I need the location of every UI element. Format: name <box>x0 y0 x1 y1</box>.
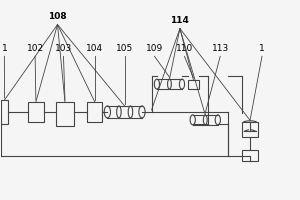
Text: 105: 105 <box>116 44 133 53</box>
Bar <box>242 150 258 161</box>
Text: 1: 1 <box>2 44 7 53</box>
Text: 102: 102 <box>26 44 44 53</box>
Text: 1: 1 <box>259 44 265 53</box>
Text: 109: 109 <box>146 44 163 53</box>
Bar <box>56 102 74 126</box>
Bar <box>28 102 44 122</box>
Text: 110: 110 <box>176 44 193 53</box>
Text: 113: 113 <box>212 44 229 53</box>
Text: 114: 114 <box>170 16 189 25</box>
Text: 104: 104 <box>86 44 103 53</box>
Text: 103: 103 <box>55 44 72 53</box>
Bar <box>188 80 199 89</box>
Bar <box>87 102 102 122</box>
Bar <box>242 122 258 137</box>
Text: 108: 108 <box>48 12 67 21</box>
Bar <box>1 100 8 124</box>
